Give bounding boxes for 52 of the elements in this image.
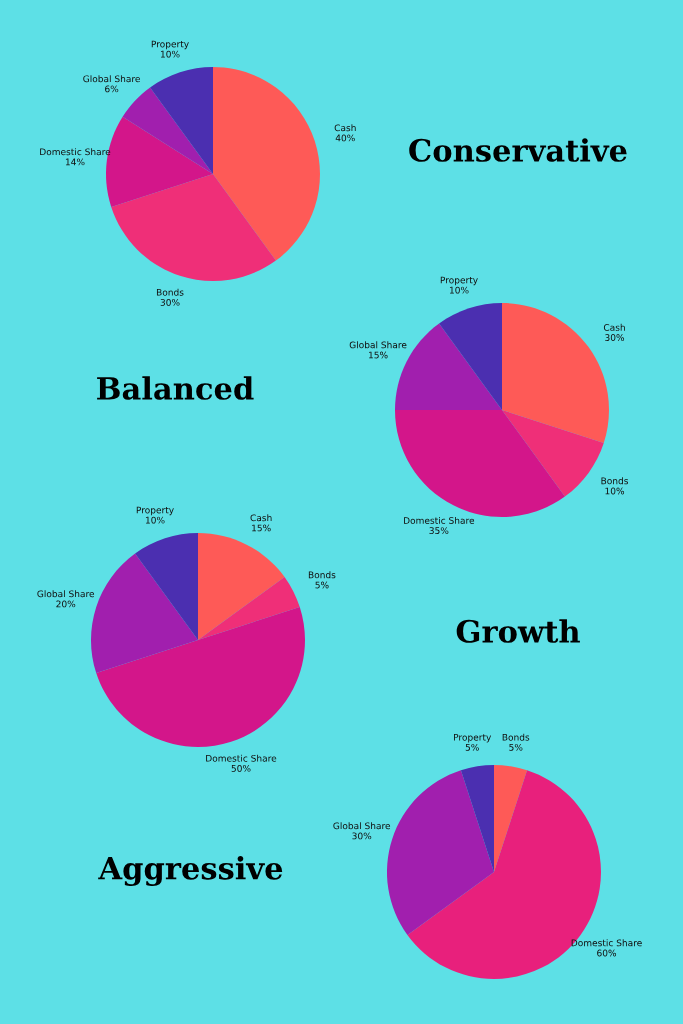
data-label: 10%	[145, 516, 165, 524]
slice-label: Property	[454, 733, 492, 743]
slice-label: Global Share	[83, 75, 140, 83]
pie-slice	[494, 765, 528, 872]
pie-slice	[96, 606, 305, 747]
slice-label: Property	[136, 506, 174, 516]
data-label: 60%	[597, 949, 617, 957]
data-label: 20%	[56, 600, 76, 608]
pie-slice	[395, 410, 565, 517]
slice-label: Global Share	[37, 590, 95, 598]
data-label: 40%	[335, 134, 355, 142]
slice-label: Global Share	[333, 822, 391, 830]
data-label: 6%	[105, 85, 119, 93]
text: Conservative	[409, 138, 627, 162]
slice-label: Bonds	[502, 733, 530, 741]
slice-label: Cash	[603, 323, 625, 331]
data-label: 15%	[252, 524, 271, 532]
slice-label: Bonds	[601, 477, 629, 485]
slice-label: Bonds	[308, 571, 336, 579]
slice-label: Cash	[334, 124, 356, 132]
data-label: 10%	[605, 487, 625, 495]
pie-slice	[439, 303, 502, 410]
data-label: 5%	[509, 743, 523, 751]
slice-label: Property	[440, 276, 478, 286]
slice-label: Bonds	[156, 288, 184, 296]
pie-slice	[150, 67, 213, 174]
slice-label: Domestic Share	[404, 516, 475, 524]
pie-slice	[122, 87, 213, 174]
pie-slice	[135, 533, 198, 640]
text: Balanced	[97, 376, 254, 400]
pie-slice	[213, 67, 320, 261]
pie-slice	[198, 577, 300, 640]
data-label: 5%	[315, 581, 329, 589]
data-label: 10%	[449, 286, 469, 294]
pie-slice	[198, 533, 285, 640]
slice-label: Global Share	[349, 341, 407, 349]
data-label: 14%	[65, 158, 85, 166]
slice-label: Domestic Share	[206, 754, 277, 762]
data-label: 30%	[352, 832, 372, 840]
data-label: 35%	[429, 527, 449, 534]
slice-label: Property	[151, 40, 189, 50]
data-label: 30%	[605, 334, 625, 341]
data-label: 10%	[160, 50, 180, 58]
text: Growth	[456, 619, 580, 643]
text: Aggressive	[98, 856, 283, 886]
data-label: 5%	[465, 743, 479, 751]
data-label: 50%	[231, 765, 251, 772]
slice-label: Cash	[250, 514, 272, 522]
data-label: 30%	[160, 299, 180, 306]
pie-slice	[460, 765, 494, 872]
pie-slice	[111, 174, 276, 281]
data-label: 15%	[369, 351, 388, 359]
